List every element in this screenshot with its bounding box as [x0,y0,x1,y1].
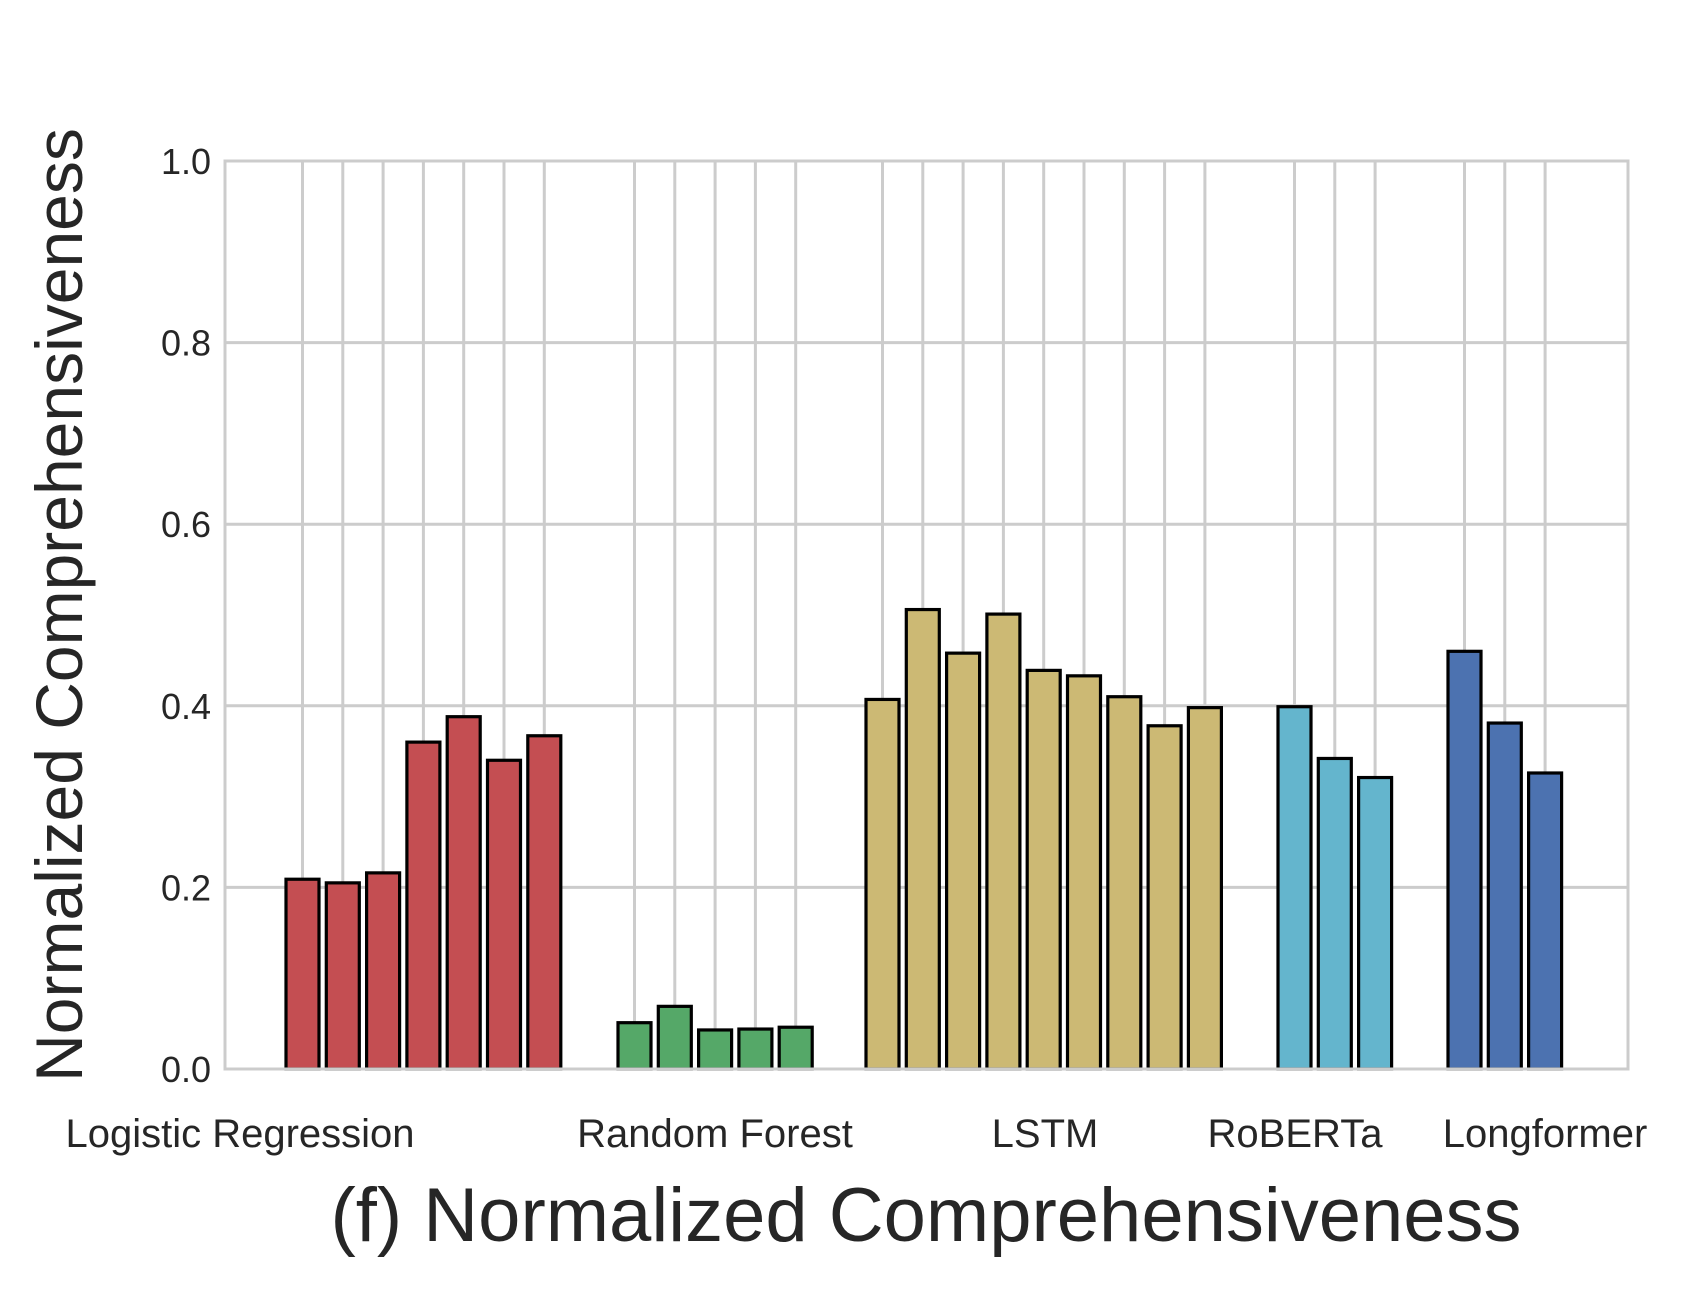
category-label: Logistic Regression [65,1112,414,1156]
y-tick-label: 0.8 [161,323,211,364]
y-tick-label: 0.0 [161,1049,211,1090]
bar [485,758,523,1071]
bar [284,877,321,1071]
bar [1276,705,1313,1071]
y-tick-label: 0.6 [161,504,211,545]
y-tick-labels: 0.0 0.2 0.4 0.6 0.8 1.0 [161,141,211,1090]
y-axis-label: Normalized Comprehensiveness [22,128,96,1082]
bar [944,651,982,1071]
category-label: Random Forest [577,1112,853,1156]
x-axis-label: (f) Normalized Comprehensiveness [330,1173,1521,1258]
bar [1186,706,1224,1071]
bar [616,1021,653,1071]
bar [1065,674,1103,1071]
bar [656,1004,693,1071]
bar [1486,721,1523,1071]
y-tick-label: 0.4 [161,686,211,727]
bar [1356,775,1394,1071]
bar [985,612,1022,1071]
bar [1025,668,1062,1071]
category-label: Longformer [1443,1112,1648,1156]
bar [324,881,361,1071]
bar [864,697,901,1071]
bar [1526,771,1564,1071]
bar [904,607,941,1071]
bar [777,1025,814,1071]
bar [737,1027,774,1071]
y-tick-label: 1.0 [161,141,211,182]
bar [445,715,482,1071]
category-label: RoBERTa [1208,1112,1384,1156]
bar [526,734,563,1071]
category-labels: Logistic Regression Random Forest LSTM RoBE… [65,1112,1647,1156]
bar [405,740,442,1071]
bar [1146,724,1183,1071]
category-label: LSTM [992,1112,1099,1156]
bar [1106,695,1143,1071]
bar [1446,649,1483,1071]
y-tick-label: 0.2 [161,867,211,908]
bar [696,1028,734,1071]
bar [1316,756,1353,1071]
plot-frame [223,159,1630,1071]
bar [365,871,402,1071]
